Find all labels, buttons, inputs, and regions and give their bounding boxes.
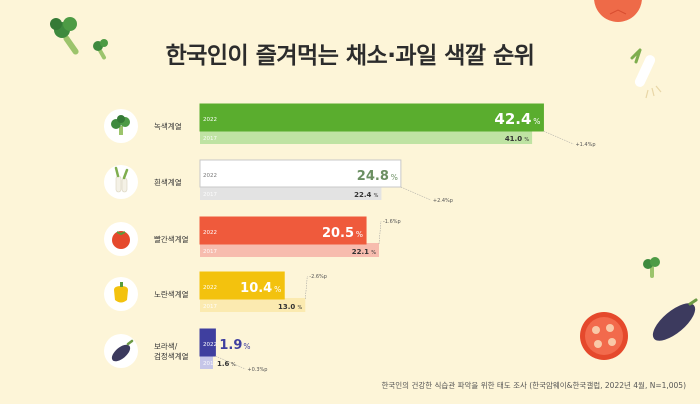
value-label-2017: 22.1 — [352, 248, 369, 256]
year-label-2017: 2017 — [203, 361, 217, 367]
year-label-2017: 2017 — [203, 249, 217, 255]
tomato-slice-icon — [580, 312, 628, 360]
bell-pepper-icon — [104, 277, 138, 311]
value-label-2017: 22.4 — [354, 191, 371, 199]
year-label-2022: 2022 — [203, 342, 217, 348]
value-unit: % — [391, 173, 398, 182]
value-unit: % — [243, 342, 250, 351]
bar-2017 — [200, 355, 213, 369]
value-unit: % — [374, 193, 379, 199]
value-label-2022: 1.9 — [219, 338, 242, 353]
value-label-2017: 13.0 — [278, 303, 295, 311]
year-label-2022: 2022 — [203, 285, 217, 291]
bar-2022 — [199, 216, 367, 245]
change-label: -1.6%p — [383, 219, 401, 225]
category-label: 빨간색계열 — [154, 234, 189, 244]
value-label-2017: 1.6 — [217, 360, 230, 368]
bar-2017 — [200, 130, 533, 144]
category-label: 녹색계열 — [154, 121, 182, 131]
category-label: 흰색계열 — [154, 177, 182, 187]
value-unit: % — [231, 362, 236, 368]
change-leader — [400, 186, 431, 201]
broccoli-icon — [50, 17, 108, 60]
eggplant-icon — [652, 298, 698, 341]
value-unit: % — [533, 117, 540, 126]
green-onion-icon — [630, 48, 662, 99]
bar-2022 — [199, 328, 216, 357]
year-label-2017: 2017 — [203, 192, 217, 198]
year-label-2022: 2022 — [203, 230, 217, 236]
bar-2017 — [200, 298, 306, 312]
value-unit: % — [371, 250, 376, 256]
green-onion-icon — [104, 165, 138, 199]
value-unit: % — [298, 305, 303, 311]
change-leader — [543, 130, 574, 145]
change-leader — [305, 275, 308, 300]
category-label: 보라색/검정색계열 — [154, 341, 189, 361]
category-label: 노란색계열 — [154, 289, 189, 299]
value-label-2022: 42.4 — [494, 110, 531, 128]
change-label: -2.6%p — [309, 274, 327, 280]
change-label: +0.3%p — [247, 367, 267, 373]
broccoli-icon — [104, 109, 138, 143]
change-label: +1.4%p — [575, 142, 595, 148]
bar-2022 — [199, 271, 285, 300]
eggplant-icon — [104, 334, 138, 368]
year-label-2017: 2017 — [203, 136, 217, 142]
year-label-2022: 2022 — [203, 117, 217, 123]
bar-2017 — [200, 243, 380, 257]
broccoli-icon — [643, 257, 660, 278]
source-note: 한국인의 건강한 식습관 파악을 위한 태도 조사 (한국암웨이&한국갤럽, 2… — [381, 381, 686, 390]
bar-2017 — [200, 186, 382, 200]
value-unit: % — [356, 230, 363, 239]
value-unit: % — [274, 285, 281, 294]
value-label-2022: 24.8 — [357, 169, 389, 184]
value-unit: % — [524, 137, 529, 143]
value-label-2022: 10.4 — [240, 281, 272, 296]
bar-2022 — [199, 103, 544, 132]
bar-2022 — [199, 159, 402, 188]
tomato-icon — [594, 0, 642, 22]
change-leader — [215, 355, 246, 370]
change-leader — [378, 220, 382, 245]
page-title: 한국인이 즐겨먹는 채소·과일 색깔 순위 — [165, 43, 535, 69]
year-label-2022: 2022 — [203, 173, 217, 179]
tomato-icon — [104, 222, 138, 256]
year-label-2017: 2017 — [203, 304, 217, 310]
change-label: +2.4%p — [433, 198, 453, 204]
value-label-2022: 20.5 — [322, 226, 354, 241]
value-label-2017: 41.0 — [505, 135, 522, 143]
